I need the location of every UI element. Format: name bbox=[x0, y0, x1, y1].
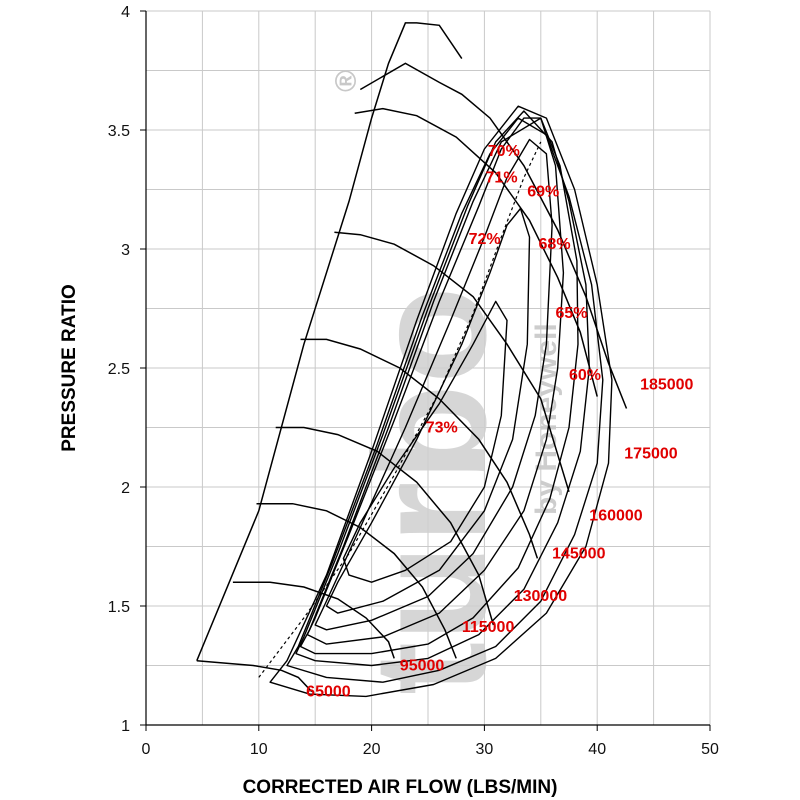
x-tick-label: 0 bbox=[142, 741, 151, 758]
speed-label-65000: 65000 bbox=[306, 683, 351, 700]
y-tick-label: 1.5 bbox=[108, 599, 130, 616]
speed-lines bbox=[196, 22, 628, 693]
speed-line-185000 bbox=[359, 62, 628, 409]
efficiency-island-70pct bbox=[306, 117, 565, 645]
efficiency-island-71pct bbox=[314, 138, 553, 631]
x-tick-label: 40 bbox=[588, 741, 606, 758]
speed-line-145000 bbox=[300, 338, 539, 559]
speed-label-145000: 145000 bbox=[552, 545, 605, 562]
speed-line-130000 bbox=[275, 426, 495, 626]
efficiency-islands bbox=[258, 105, 613, 698]
efficiency-island-72pct bbox=[325, 207, 531, 614]
efficiency-island-68pct bbox=[295, 110, 590, 667]
efficiency-label-71pct: 71% bbox=[486, 169, 518, 186]
x-tick-label: 20 bbox=[363, 741, 381, 758]
speed-line-115000 bbox=[256, 502, 457, 659]
efficiency-label-72pct: 72% bbox=[469, 231, 501, 248]
efficiency-label-73pct: 73% bbox=[426, 419, 458, 436]
peak-efficiency-line bbox=[258, 141, 542, 678]
y-axis-title: PRESSURE RATIO bbox=[59, 284, 80, 452]
efficiency-island-60pct bbox=[269, 105, 613, 698]
tick-labels: 0 10 20 30 40 50 1 1.5 2 2.5 3 3.5 4 bbox=[108, 4, 719, 758]
y-tick-label: 2.5 bbox=[108, 361, 130, 378]
speed-label-95000: 95000 bbox=[400, 657, 445, 674]
speed-label-160000: 160000 bbox=[589, 507, 642, 524]
curve-labels: 65000 95000 115000 130000 145000 160000 175000… bbox=[306, 143, 693, 700]
speed-label-175000: 175000 bbox=[624, 445, 677, 462]
x-tick-label: 10 bbox=[250, 741, 268, 758]
efficiency-label-60pct: 60% bbox=[569, 367, 601, 384]
speed-label-185000: 185000 bbox=[640, 376, 693, 393]
y-tick-label: 2 bbox=[121, 480, 130, 497]
x-axis-title: CORRECTED AIR FLOW (LBS/MIN) bbox=[243, 777, 558, 798]
efficiency-label-69pct: 69% bbox=[527, 184, 559, 201]
efficiency-island-69pct bbox=[299, 117, 579, 655]
speed-label-115000: 115000 bbox=[462, 619, 515, 636]
x-tick-label: 50 bbox=[701, 741, 719, 758]
speed-label-130000: 130000 bbox=[514, 588, 567, 605]
speed-line-175000 bbox=[354, 107, 598, 397]
y-tick-label: 3 bbox=[121, 242, 130, 259]
axes bbox=[140, 10, 711, 731]
efficiency-label-70pct: 70% bbox=[488, 143, 520, 160]
speed-line-95000 bbox=[232, 581, 395, 659]
efficiency-island-65pct bbox=[286, 117, 604, 683]
efficiency-label-65pct: 65% bbox=[555, 305, 587, 322]
y-tick-label: 4 bbox=[121, 4, 130, 21]
y-tick-label: 1 bbox=[121, 718, 130, 735]
speed-line-160000 bbox=[334, 231, 570, 493]
efficiency-label-68pct: 68% bbox=[539, 236, 571, 253]
x-tick-label: 30 bbox=[476, 741, 494, 758]
speed-line-65000 bbox=[196, 659, 313, 693]
registered-mark: ® bbox=[330, 70, 363, 92]
y-tick-label: 3.5 bbox=[108, 123, 130, 140]
